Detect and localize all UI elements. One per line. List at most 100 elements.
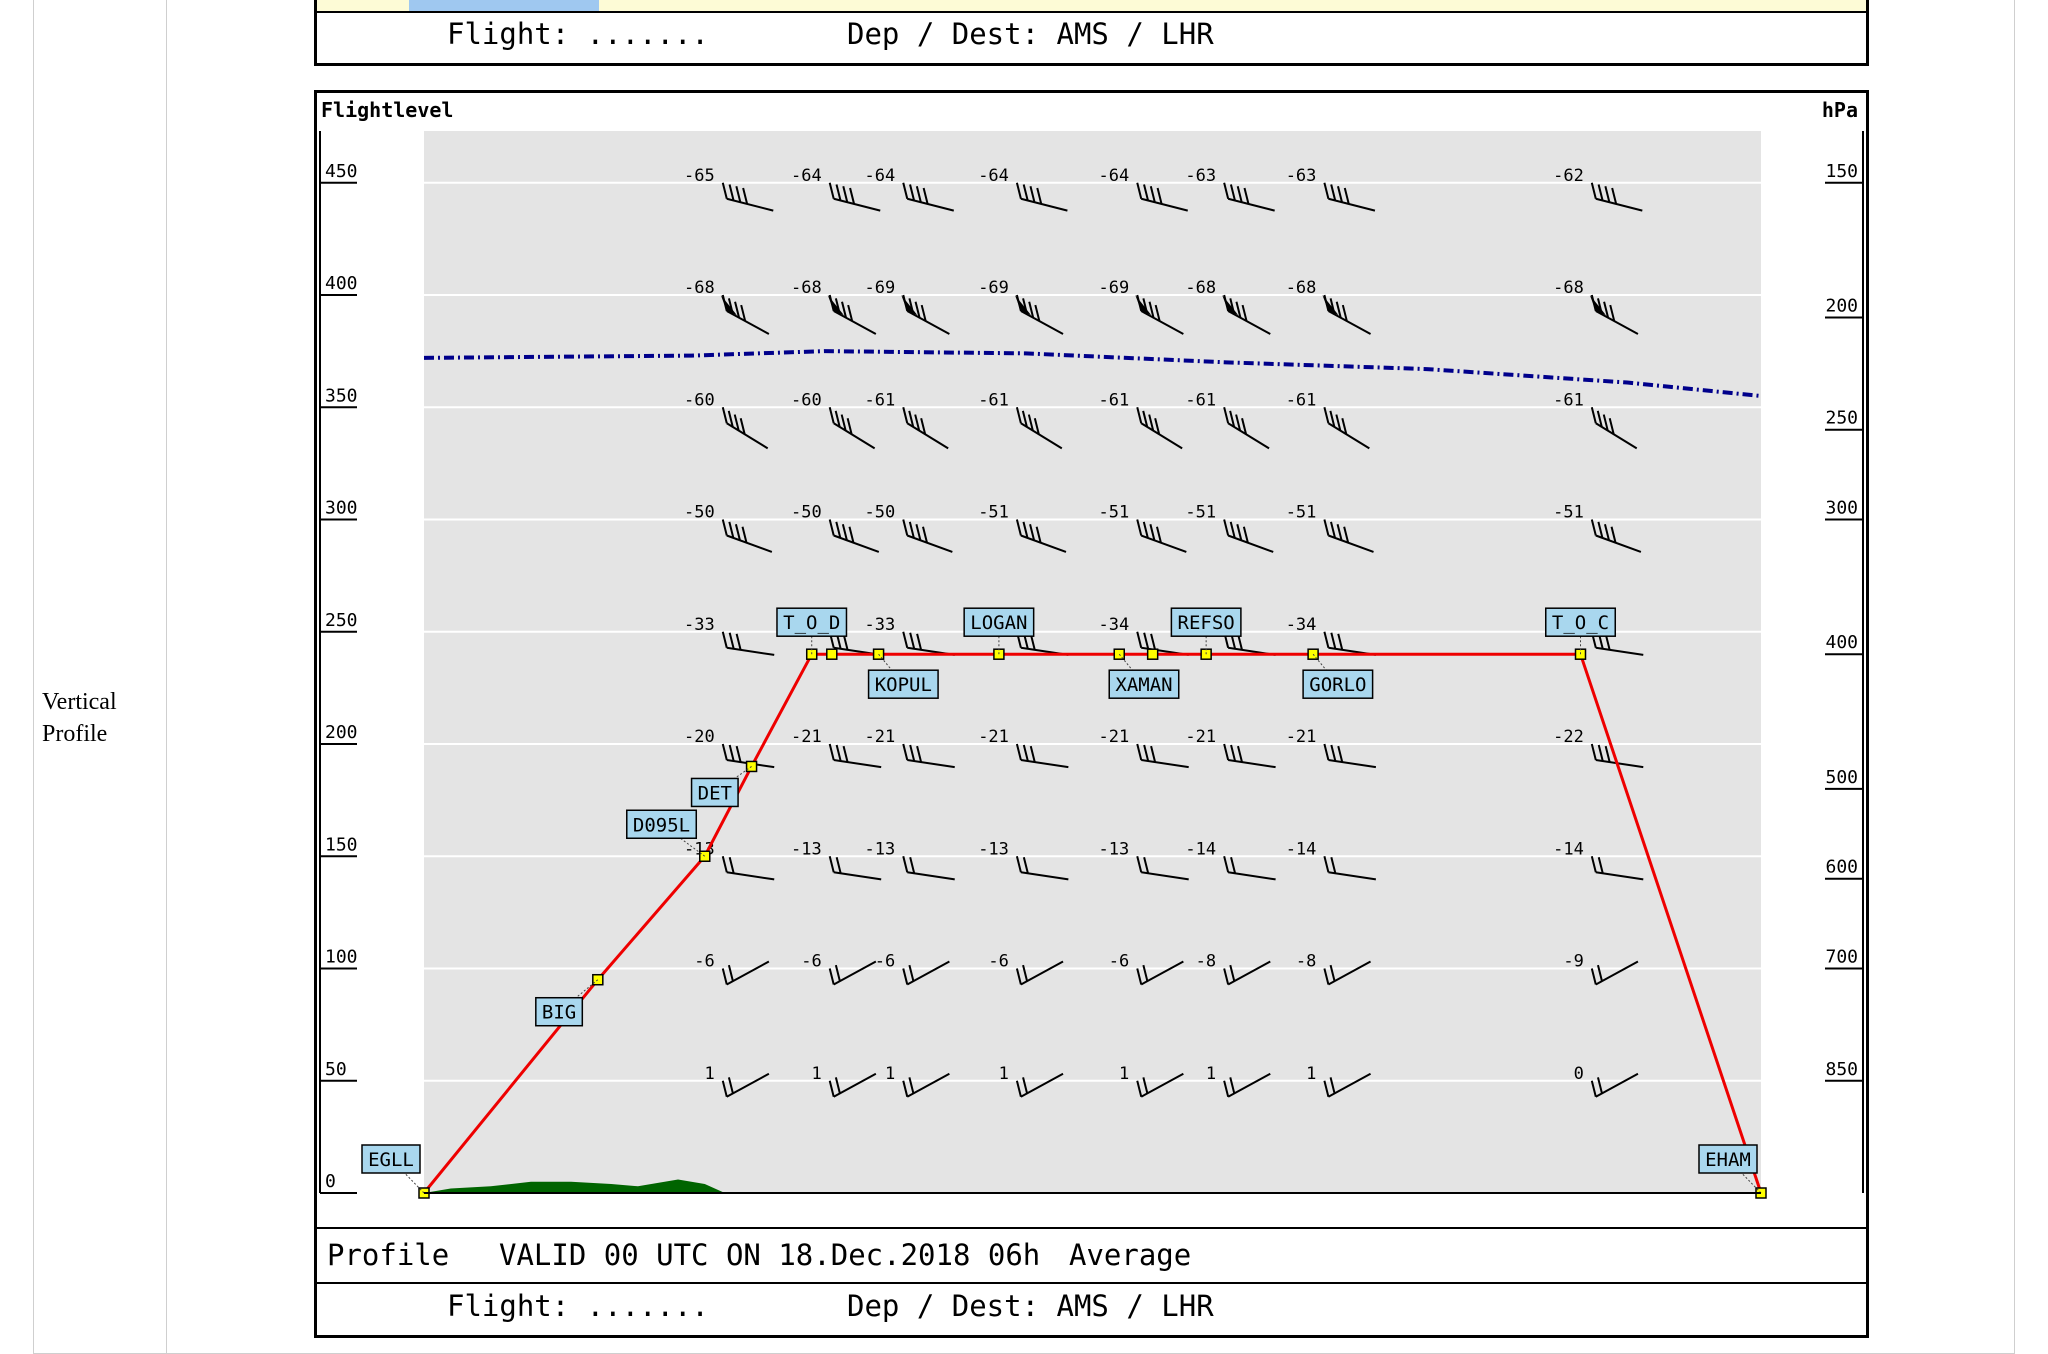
wind-barb-feather xyxy=(1330,632,1337,650)
wind-barb-feather xyxy=(835,857,842,874)
footer-dep-dest-label: Dep / Dest: AMS / LHR xyxy=(847,1289,1214,1323)
wind-barb-staff xyxy=(833,871,882,881)
right-tick-label: 250 xyxy=(1825,408,1858,429)
wind-barb-feather xyxy=(728,184,735,201)
wind-barb-feather xyxy=(1148,414,1155,431)
wind-barb-feather xyxy=(1150,745,1157,763)
wind-barb-staff xyxy=(1328,759,1377,769)
right-tick-label: 500 xyxy=(1825,767,1858,788)
wind-barb-feather xyxy=(740,304,747,322)
wind-barb-feather xyxy=(1236,185,1243,203)
wind-barb-feather xyxy=(1596,410,1603,428)
left-tick-label: 150 xyxy=(325,834,358,855)
wind-barb-feather xyxy=(1243,187,1250,205)
wind-barb-feather xyxy=(1015,968,1022,985)
wind-barb-feather xyxy=(1022,744,1029,762)
wind-barb-feather xyxy=(1329,410,1336,428)
wind-barb-feather xyxy=(728,744,735,762)
temperature-label: 1 xyxy=(705,1064,715,1084)
left-axis: 0 50 100 150 200 250 300 350 400 450 xyxy=(319,131,358,1194)
wind-barb-staff xyxy=(1595,646,1644,656)
wind-barb-staff xyxy=(1227,422,1270,450)
wind-barb-feather xyxy=(739,417,746,435)
wind-barb-feather xyxy=(1229,964,1236,982)
wind-barb-feather xyxy=(1136,407,1143,424)
left-tick-label: 450 xyxy=(325,161,358,182)
wind-barb-feather xyxy=(1142,410,1149,428)
temperature-label: -61 xyxy=(1099,390,1130,410)
wind-barb-feather xyxy=(1236,524,1243,541)
waypoint-label-box xyxy=(1170,607,1242,637)
wind-barb-feather xyxy=(1330,857,1337,874)
temperature-label: -51 xyxy=(1099,503,1130,523)
wind-barb-staff xyxy=(726,871,775,881)
temperature-label: -69 xyxy=(865,278,896,298)
wind-barb-feather xyxy=(1597,184,1604,201)
wind-barb-staff xyxy=(1141,759,1189,769)
temperature-label: -14 xyxy=(1185,839,1216,859)
wind-barb-staff xyxy=(907,759,955,769)
right-axis-title: hPa xyxy=(1822,98,1858,122)
temperature-label: -13 xyxy=(978,839,1009,859)
temperature-label: -34 xyxy=(1099,615,1130,635)
wind-barb-feather xyxy=(909,184,916,201)
wind-barb-feather xyxy=(1230,857,1237,874)
wind-barb-pennant xyxy=(1322,295,1339,315)
right-tick-label: 200 xyxy=(1825,295,1858,316)
left-tick-label: 300 xyxy=(325,498,358,519)
temperature-label: 1 xyxy=(811,1064,821,1084)
wind-barb-feather xyxy=(1337,633,1344,651)
wind-barb-feather xyxy=(1015,743,1022,761)
wind-barb-feather xyxy=(1022,857,1029,874)
left-tick-label: 0 xyxy=(325,1171,336,1192)
wind-barb-staff xyxy=(1328,197,1376,212)
wind-barb-feather xyxy=(848,526,855,543)
wind-barb-feather xyxy=(1597,857,1604,874)
wind-barb-feather xyxy=(1610,526,1617,543)
wind-barb-staff xyxy=(833,534,880,553)
wind-barb-pennant xyxy=(720,295,737,315)
right-tick-label: 400 xyxy=(1825,632,1858,653)
wind-barb-feather xyxy=(828,407,835,424)
wind-barb-feather xyxy=(828,1080,835,1097)
right-tick-label: 850 xyxy=(1825,1059,1858,1080)
wind-barb-feather xyxy=(908,964,915,982)
wind-barb-feather xyxy=(1155,526,1162,543)
temperature-label: -64 xyxy=(1099,166,1130,186)
gridlines xyxy=(424,181,1761,1082)
wind-barb-feather xyxy=(1235,301,1242,318)
wind-barb-staff xyxy=(1227,534,1274,553)
wind-barb-feather xyxy=(1136,519,1143,536)
waypoint-marker xyxy=(1146,648,1159,660)
wind-barb-feather xyxy=(1142,1077,1149,1094)
wind-barb-feather xyxy=(1223,1080,1230,1097)
wind-barb-feather xyxy=(1590,1080,1597,1097)
wind-barb-feather xyxy=(1330,184,1337,201)
temperature-label: -33 xyxy=(684,615,715,635)
wind-barb-staff xyxy=(1328,534,1374,553)
wind-barb-staff xyxy=(1595,759,1644,769)
waypoint-label: D095L xyxy=(633,814,690,836)
vertical-profile-panel: Flightlevel hPa 0 50 100 150 200 250 300 350 400… xyxy=(314,90,1869,1338)
temperature-label: -9 xyxy=(1563,952,1583,972)
left-axis-title: Flightlevel xyxy=(321,98,453,122)
wind-barb-feather xyxy=(1337,745,1344,763)
wind-barb-feather xyxy=(1229,521,1236,539)
wind-barb-feather xyxy=(908,1077,915,1094)
wind-barb-feather xyxy=(742,187,749,205)
wind-barb-feather xyxy=(1022,184,1029,201)
wind-barb-staff xyxy=(1020,871,1069,881)
wind-barb-feather xyxy=(1590,743,1597,761)
top-strip-highlight xyxy=(409,0,599,11)
temperature-label: -60 xyxy=(791,390,822,410)
temperature-label: -34 xyxy=(1286,615,1317,635)
wind-barb-feather xyxy=(1596,964,1603,982)
temperature-label: -20 xyxy=(684,727,715,747)
wind-barb-feather xyxy=(1149,185,1156,203)
top-cut-strip xyxy=(317,0,1866,13)
wind-barb-feather xyxy=(1241,304,1248,322)
footer-flight-label: Flight: ....... xyxy=(447,1289,709,1323)
wind-barb-feather xyxy=(914,301,921,318)
temperature-label: -68 xyxy=(791,278,822,298)
wind-barb-staff xyxy=(1140,422,1183,450)
